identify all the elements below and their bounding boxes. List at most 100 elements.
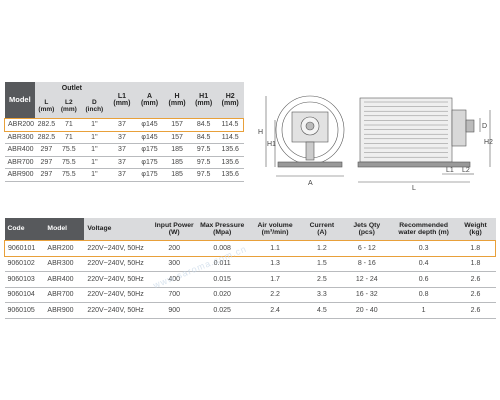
table-cell: 1": [91, 146, 98, 154]
table-row: ABR400 297 75.5 1" 37 φ175 185 97.5 135.6: [4, 144, 244, 156]
header-model: Model: [44, 218, 85, 241]
table-cell: 220V~240V, 50Hz: [87, 260, 144, 268]
table-cell: 20 - 40: [355, 306, 378, 314]
dim-label-h2: H2: [484, 139, 493, 146]
table-cell: 1.5: [317, 260, 327, 268]
outlet-pipe-front: [305, 141, 315, 161]
table-cell: 0.020: [213, 291, 231, 299]
header-code: Code: [4, 218, 45, 241]
table-cell: 1.1: [248, 240, 302, 257]
table-cell: 1": [80, 118, 109, 132]
table-cell: 37: [118, 146, 126, 154]
pump-side-body: [359, 97, 453, 163]
dim-label-h: H: [258, 129, 263, 136]
table-cell: 1: [421, 306, 426, 314]
table-cell: ABR900: [7, 171, 34, 179]
table-cell: 297: [40, 171, 53, 179]
table-cell: 114.5: [221, 133, 239, 141]
table-cell: 75.5: [62, 158, 76, 166]
header-h: H (mm): [163, 82, 191, 119]
table-cell: 75.5: [62, 146, 76, 154]
table-cell: 8 - 16: [357, 260, 376, 268]
table-row: ABR700 297 75.5 1" 37 φ175 185 97.5 135.6: [4, 156, 244, 169]
spec-table: Code Model Voltage Input Power (W) Max P…: [4, 218, 496, 319]
table-cell: 1.8: [455, 240, 496, 257]
table-cell: ABR300: [47, 260, 74, 268]
table-cell: 220V~240V, 50Hz: [84, 240, 153, 257]
table-cell: 9060105: [7, 306, 35, 314]
table-cell: 0.015: [213, 275, 231, 283]
header-d: D (inch): [80, 96, 109, 119]
table-cell: 114.5: [216, 118, 244, 132]
table-cell: 135.6: [221, 146, 239, 154]
table-cell: 2.4: [270, 306, 280, 314]
pump-base-side: [357, 161, 471, 168]
table-cell: 0.8: [418, 291, 429, 299]
table-row: 9060104 ABR700 220V~240V, 50Hz 700 0.020 2.2 3…: [4, 287, 496, 303]
table-cell: 157: [171, 133, 183, 141]
table-row: ABR900 297 75.5 1" 37 φ175 185 97.5 135.6: [4, 169, 244, 181]
table-cell: 9060102: [7, 260, 35, 268]
table-cell: 185: [171, 171, 183, 179]
table-cell: 37: [118, 133, 126, 141]
header-model: Model: [4, 82, 36, 119]
header-water-depth: Recommended water depth (m): [391, 218, 456, 241]
table-row: ABR200 282.5 71 1" 37 φ145 157 84.5 114.5: [4, 118, 244, 132]
table-row: ABR300 282.5 71 1" 37 φ145 157 84.5 114.5: [4, 131, 244, 144]
table-cell: 84.5: [190, 118, 217, 132]
table-cell: ABR400: [7, 146, 34, 154]
header-l1: L1 (mm): [108, 82, 136, 119]
table-cell: 97.5: [196, 146, 211, 154]
table-cell: 37: [108, 118, 136, 132]
table-cell: 16 - 32: [355, 291, 378, 299]
header-input-power: Input Power (W): [152, 218, 197, 241]
table-cell: 282.5: [35, 118, 58, 132]
table-cell: 300: [168, 260, 181, 268]
header-air-volume: Air volume (m³/min): [248, 218, 302, 241]
table-cell: 185: [171, 158, 183, 166]
table-cell: 0.3: [391, 240, 456, 257]
table-cell: 2.6: [470, 291, 481, 299]
header-h1: H1 (mm): [190, 82, 217, 119]
table-cell: 4.5: [317, 306, 327, 314]
table-row: 9060102 ABR300 220V~240V, 50Hz 300 0.011 1.3 1…: [4, 256, 496, 272]
table-cell: 71: [57, 118, 81, 132]
table-cell: ABR700: [7, 158, 34, 166]
table-cell: φ175: [141, 171, 158, 179]
table-cell: ABR700: [47, 291, 74, 299]
header-max-pressure: Max Pressure (Mpa): [196, 218, 249, 241]
table-cell: φ145: [141, 133, 158, 141]
table-cell: 220V~240V, 50Hz: [87, 275, 144, 283]
table-row: 9060101 ABR200 220V~240V, 50Hz 200 0.008 1.1 1…: [4, 240, 496, 257]
dim-label-h1: H1: [267, 141, 276, 148]
table-cell: 400: [168, 275, 181, 283]
header-voltage: Voltage: [84, 218, 153, 241]
header-l2: L2 (mm): [57, 96, 81, 119]
table-cell: 9060103: [7, 275, 35, 283]
table-cell: 135.6: [221, 171, 239, 179]
table-cell: 97.5: [196, 171, 211, 179]
table-cell: 1.2: [301, 240, 342, 257]
table-cell: ABR200: [4, 118, 36, 132]
header-current: Current (A): [301, 218, 342, 241]
table-cell: 220V~240V, 50Hz: [87, 291, 144, 299]
dim-label-l2: L2: [462, 167, 470, 174]
table-cell: 2.5: [317, 275, 327, 283]
dim-label-l: L: [412, 185, 416, 190]
table-cell: 0.011: [213, 260, 231, 268]
table-cell: 0.025: [213, 306, 231, 314]
pump-base-front: [277, 161, 343, 168]
header-a: A (mm): [135, 82, 164, 119]
table-cell: 2.2: [270, 291, 280, 299]
table-cell: 2.6: [470, 275, 481, 283]
table-cell: ABR300: [7, 133, 34, 141]
table-cell: 700: [168, 291, 181, 299]
table-row: 9060105 ABR900 220V~240V, 50Hz 900 0.025 2.4 4…: [4, 303, 496, 318]
dim-label-d: D: [482, 123, 487, 130]
table-cell: 220V~240V, 50Hz: [87, 306, 144, 314]
table-cell: 282.5: [37, 133, 56, 141]
dimensions-table: Model Outlet L1 (mm) A (mm) H (mm) H1 (m…: [4, 82, 244, 182]
table-cell: 200: [152, 240, 197, 257]
header-jets-qty: Jets Qty (pcs): [341, 218, 392, 241]
table-cell: φ175: [141, 146, 158, 154]
